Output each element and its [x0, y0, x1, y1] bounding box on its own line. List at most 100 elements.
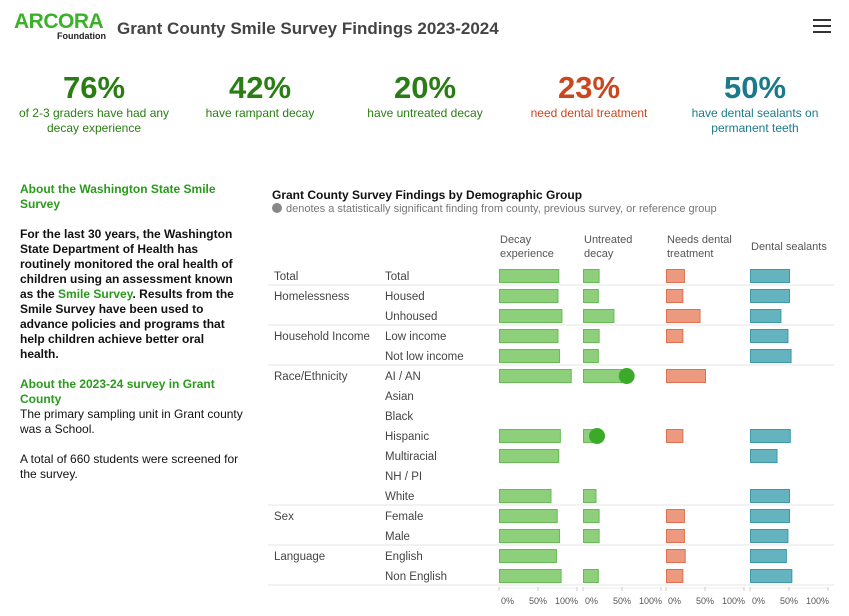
bar-3	[750, 269, 790, 283]
bar-0	[499, 289, 559, 303]
about-text: For the last 30 years, the Washington St…	[20, 227, 246, 362]
bar-2	[666, 429, 684, 443]
row-label: Unhoused	[385, 311, 437, 323]
tick-label: 100%	[806, 596, 829, 606]
group-label: Homelessness	[274, 291, 350, 303]
tick-label: 50%	[696, 596, 714, 606]
bar-1	[583, 289, 599, 303]
row-label: AI / AN	[385, 371, 421, 383]
tick-label: 0%	[585, 596, 598, 606]
bar-2	[666, 269, 685, 283]
smile-survey-link[interactable]: Smile Survey	[58, 287, 133, 301]
bar-3	[750, 289, 790, 303]
bar-2	[666, 289, 684, 303]
bar-0	[499, 509, 558, 523]
kpi-3: 23% need dental treatment	[509, 70, 669, 121]
tick-label: 50%	[780, 596, 798, 606]
bar-1	[583, 509, 600, 523]
group-label: Language	[274, 551, 325, 563]
kpi-label: have dental sealants on permanent teeth	[691, 106, 819, 135]
bar-2	[666, 509, 685, 523]
bar-3	[750, 449, 778, 463]
bar-2	[666, 309, 701, 323]
about-text-1: For the last 30 years, the Washington St…	[20, 227, 233, 301]
bar-2	[666, 569, 684, 583]
bar-0	[499, 429, 561, 443]
bar-1	[583, 569, 599, 583]
group-label: Household Income	[274, 331, 370, 343]
bar-3	[750, 329, 789, 343]
kpi-value: 20%	[393, 70, 457, 105]
survey-text-2: A total of 660 students were screened fo…	[20, 452, 239, 481]
significance-dot	[589, 428, 606, 444]
bar-3	[750, 429, 791, 443]
chart-subtitle-text: denotes a statistically significant find…	[286, 203, 717, 215]
about-heading: About the Washington State Smile Survey	[20, 182, 216, 211]
row-label: Housed	[385, 291, 425, 303]
hamburger-icon[interactable]	[813, 19, 831, 33]
kpi-value: 50%	[723, 70, 787, 105]
group-label: Race/Ethnicity	[274, 371, 348, 383]
page-title: Grant County Smile Survey Findings 2023-…	[117, 19, 499, 38]
kpi-4: 50% have dental sealants on permanent tee…	[675, 70, 835, 136]
bar-0	[499, 269, 560, 283]
tick-label: 50%	[529, 596, 547, 606]
bar-2	[666, 329, 684, 343]
arcora-logo: ARCORA Foundation	[14, 10, 106, 41]
row-label: Multiracial	[385, 451, 437, 463]
bar-0	[499, 529, 561, 543]
survey-heading: About the 2023-24 survey in Grant County	[20, 377, 215, 406]
bar-1	[583, 329, 600, 343]
tick-label: 0%	[501, 596, 514, 606]
kpi-value: 42%	[228, 70, 292, 105]
bar-0	[499, 549, 557, 563]
bar-0	[499, 369, 572, 383]
significance-dot	[618, 368, 635, 384]
chart-subtitle: denotes a statistically significant find…	[272, 203, 717, 215]
row-label: English	[385, 551, 423, 563]
bar-3	[750, 529, 789, 543]
row-label: Asian	[385, 391, 414, 403]
row-label: Low income	[385, 331, 446, 343]
bar-3	[750, 569, 793, 583]
bar-0	[499, 449, 560, 463]
about-text-2: . Results from the Smile Survey have bee…	[20, 287, 234, 361]
logo-subtext: Foundation	[57, 31, 106, 41]
row-label: Hispanic	[385, 431, 429, 443]
survey-text-1: The primary sampling unit in Grant count…	[20, 407, 243, 436]
chart-title: Grant County Survey Findings by Demograp…	[272, 188, 583, 202]
row-label: Not low income	[385, 351, 464, 363]
kpi-value: 76%	[62, 70, 126, 105]
kpi-label: have untreated decay	[367, 106, 483, 120]
col-header-sealants: Dental sealants	[751, 241, 827, 253]
tick-label: 0%	[668, 596, 681, 606]
bar-0	[499, 349, 561, 363]
bar-0	[499, 309, 563, 323]
significance-dot-icon	[272, 203, 282, 213]
bar-1	[583, 269, 600, 283]
bar-0	[499, 329, 559, 343]
bar-1	[583, 349, 599, 363]
kpi-label: of 2-3 graders have had any decay experi…	[18, 106, 170, 135]
tick-label: 100%	[555, 596, 578, 606]
col-header-untreated: Untreated decay	[584, 234, 633, 260]
tick-label: 50%	[613, 596, 631, 606]
kpi-1: 42% have rampant decay	[180, 70, 340, 121]
bar-0	[499, 489, 552, 503]
logo-text: ARCORA	[14, 10, 104, 33]
kpi-value: 23%	[557, 70, 621, 105]
kpi-2: 20% have untreated decay	[345, 70, 505, 121]
row-label: Total	[385, 271, 409, 283]
tick-label: 100%	[722, 596, 745, 606]
col-header-treatment: Needs dental treatment	[667, 234, 732, 260]
bar-3	[750, 509, 790, 523]
bar-2	[666, 529, 685, 543]
tick-label: 0%	[752, 596, 765, 606]
bar-3	[750, 489, 790, 503]
bar-2	[666, 369, 706, 383]
row-label: Black	[385, 411, 413, 423]
bar-2	[666, 549, 686, 563]
tick-label: 100%	[639, 596, 662, 606]
kpi-label: need dental treatment	[530, 106, 648, 120]
